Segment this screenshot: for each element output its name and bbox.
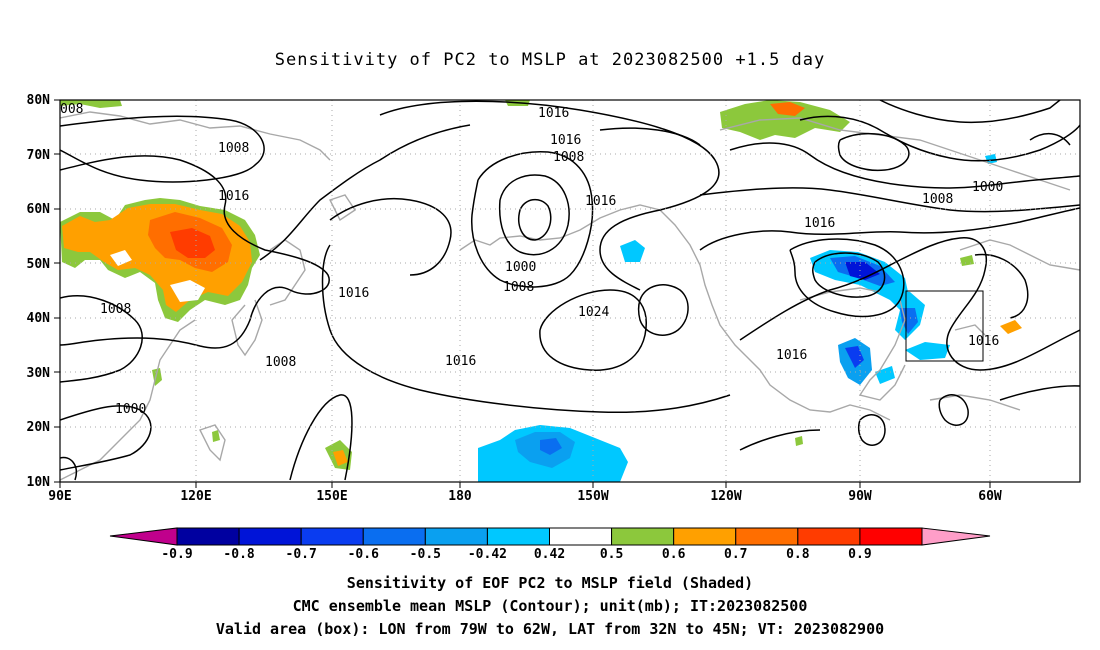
colorbar-label: -0.8 <box>223 547 254 562</box>
lat-label: 60N <box>27 202 51 217</box>
colorbar: -0.9 -0.8 -0.7 -0.6 -0.5 -0.42 0.42 0.5 0.6 0.7 0.… <box>109 527 991 562</box>
colorbar-label: 0.5 <box>600 547 623 562</box>
colorbar-bin <box>735 527 799 546</box>
caption-line-1: Sensitivity of EOF PC2 to MSLP field (Sh… <box>346 574 754 592</box>
shade-positive <box>170 228 215 258</box>
colorbar-label: 0.42 <box>534 547 565 562</box>
contour-label: 1024 <box>578 305 609 320</box>
lat-label: 30N <box>27 366 51 381</box>
caption-line-2: CMC ensemble mean MSLP (Contour); unit(m… <box>292 597 808 615</box>
colorbar-bin <box>611 527 675 546</box>
colorbar-bin <box>176 527 240 546</box>
contour-label: 1008 <box>265 355 296 370</box>
contour-label: 1008 <box>100 302 131 317</box>
colorbar-bin <box>300 527 364 546</box>
shade-negative <box>985 154 997 164</box>
plot-frame <box>59 99 1081 483</box>
lat-label: 80N <box>27 93 51 108</box>
colorbar-bin <box>859 527 923 546</box>
contour-labels: 008 1016 1016 1008 1008 1016 1016 1000 1… <box>60 102 1003 417</box>
shaded-regions <box>60 100 1022 482</box>
colorbar-bin <box>362 527 426 546</box>
shade-positive <box>770 102 805 116</box>
grid <box>60 100 1080 482</box>
shade-negative <box>875 366 895 384</box>
contour-label: 1008 <box>503 280 534 295</box>
axis-ticks <box>54 99 991 488</box>
contour-label: 1016 <box>538 106 569 121</box>
shade-positive <box>960 255 974 266</box>
shade-negative <box>845 346 864 368</box>
colorbar-label: 0.6 <box>662 547 686 562</box>
longitude-labels: 90E 120E 150E 180 150W 120W 90W 60W <box>48 489 1002 504</box>
colorbar-bin <box>486 527 550 546</box>
colorbar-label: 0.7 <box>724 547 747 562</box>
contour-label: 1016 <box>804 216 835 231</box>
contour-label: 1016 <box>218 189 249 204</box>
valid-area-box <box>905 290 984 362</box>
colorbar-label: 0.8 <box>786 547 810 562</box>
lat-label: 20N <box>27 420 51 435</box>
contour-label: 1000 <box>972 180 1003 195</box>
lon-label: 120W <box>710 489 741 504</box>
shade-positive <box>795 436 803 446</box>
contour-label: 1016 <box>776 348 807 363</box>
colorbar-label: -0.6 <box>348 547 379 562</box>
lat-label: 40N <box>27 311 51 326</box>
shade-positive <box>333 450 348 466</box>
colorbar-bin <box>673 527 737 546</box>
colorbar-label: -0.42 <box>468 547 507 562</box>
contour-label: 008 <box>60 102 83 117</box>
colorbar-label: -0.9 <box>161 547 192 562</box>
mslp-contours <box>60 100 1080 481</box>
colorbar-over-triangle <box>921 527 991 546</box>
lon-label: 120E <box>180 489 211 504</box>
shade-positive <box>212 430 220 442</box>
contour-label: 1016 <box>445 354 476 369</box>
lon-label: 180 <box>448 489 472 504</box>
shade-positive <box>720 100 850 140</box>
shade-negative <box>540 438 562 455</box>
shade-negative <box>845 262 880 280</box>
lat-label: 10N <box>27 475 51 490</box>
shade-positive <box>60 100 122 108</box>
chart-title: Sensitivity of PC2 to MSLP at 2023082500… <box>274 50 826 70</box>
contour-label: 1016 <box>338 286 369 301</box>
shade-positive <box>1000 320 1022 334</box>
colorbar-label: -0.5 <box>410 547 441 562</box>
lat-label: 70N <box>27 148 51 163</box>
lat-label: 50N <box>27 257 51 272</box>
lon-label: 60W <box>978 489 1002 504</box>
lon-label: 90E <box>48 489 71 504</box>
colorbar-label: 0.9 <box>848 547 871 562</box>
caption-line-3: Valid area (box): LON from 79W to 62W, L… <box>215 620 885 638</box>
lon-label: 150E <box>316 489 347 504</box>
contour-label: 1016 <box>968 334 999 349</box>
shade-gap <box>110 250 132 266</box>
colorbar-bin <box>424 527 488 546</box>
contour-label: 1016 <box>550 133 581 148</box>
lon-label: 150W <box>577 489 608 504</box>
contour-label: 1008 <box>922 192 953 207</box>
colorbar-bin <box>797 527 861 546</box>
contour-label: 1000 <box>115 402 146 417</box>
lon-label: 90W <box>848 489 872 504</box>
contour-label: 1016 <box>585 194 616 209</box>
contour-label: 1008 <box>553 150 584 165</box>
shade-negative <box>900 308 918 334</box>
shade-negative <box>620 240 645 262</box>
colorbar-bin <box>238 527 302 546</box>
colorbar-label: -0.7 <box>286 547 317 562</box>
shade-negative <box>905 342 950 360</box>
contour-label: 1000 <box>505 260 536 275</box>
contour-label: 1008 <box>218 141 249 156</box>
colorbar-bin <box>549 527 613 546</box>
colorbar-under-triangle <box>109 527 178 546</box>
latitude-labels: 80N 70N 60N 50N 40N 30N 20N 10N <box>27 93 51 490</box>
